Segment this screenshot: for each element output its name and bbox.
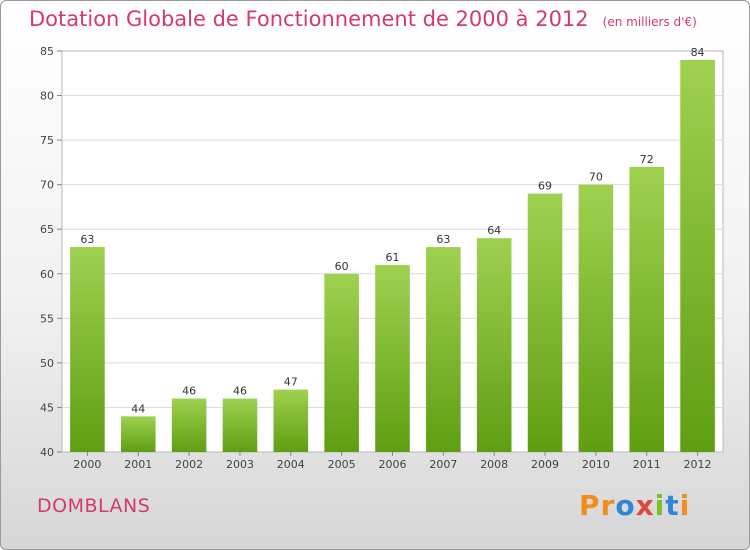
- bar-2006: [375, 264, 410, 452]
- x-tick-label-2011: 2011: [633, 458, 661, 471]
- logo-letter: P: [579, 489, 601, 522]
- bar-2005: [324, 273, 359, 452]
- logo-letter: i: [679, 489, 691, 522]
- value-label-2012: 84: [691, 46, 705, 59]
- logo-letter: t: [665, 489, 680, 522]
- y-tick-label: 80: [40, 90, 54, 103]
- proxiti-logo: Proxiti: [579, 489, 690, 522]
- bar-2009: [527, 193, 563, 453]
- bar-2008: [476, 238, 512, 452]
- x-tick-label-2008: 2008: [480, 458, 508, 471]
- x-tick-label-2003: 2003: [226, 458, 254, 471]
- x-tick-label-2002: 2002: [175, 458, 203, 471]
- bar-2004: [273, 389, 309, 452]
- x-tick-label-2001: 2001: [124, 458, 152, 471]
- value-label-2005: 60: [335, 260, 349, 273]
- bar-2002: [171, 398, 207, 452]
- x-tick-label-2000: 2000: [73, 458, 101, 471]
- value-label-2009: 69: [538, 180, 552, 193]
- x-tick-label-2006: 2006: [379, 458, 407, 471]
- bar-2000: [70, 247, 105, 452]
- value-label-2002: 46: [182, 385, 196, 398]
- x-tick-label-2010: 2010: [582, 458, 610, 471]
- value-labels: 63 44 46 46 47 60 61 63 64 69 70 72 84: [80, 46, 704, 415]
- bar-2003: [222, 398, 258, 452]
- logo-letter: o: [615, 489, 636, 522]
- x-tick-label-2005: 2005: [328, 458, 356, 471]
- chart-title-text: Dotation Globale de Fonctionnement de 20…: [29, 7, 589, 31]
- bar-2010: [578, 184, 614, 452]
- bar-2001: [120, 416, 156, 452]
- y-tick-label: 45: [40, 401, 54, 414]
- y-tick-label: 40: [40, 446, 54, 459]
- bar-2007: [426, 247, 461, 452]
- value-label-2011: 72: [640, 153, 654, 166]
- bar-2011: [629, 166, 665, 452]
- value-label-2000: 63: [80, 233, 94, 246]
- value-label-2001: 44: [131, 402, 145, 415]
- y-tick-label: 70: [40, 179, 54, 192]
- value-label-2004: 47: [284, 376, 298, 389]
- value-label-2010: 70: [589, 171, 603, 184]
- logo-letter: r: [600, 489, 616, 522]
- y-axis-ticks: 40 45 50 55 60 65 70 75 80 85: [40, 45, 62, 459]
- commune-name: DOMBLANS: [37, 495, 151, 517]
- y-tick-label: 50: [40, 357, 54, 370]
- y-tick-label: 65: [40, 223, 54, 236]
- x-tick-label-2012: 2012: [684, 458, 712, 471]
- bar-2012: [680, 59, 715, 453]
- y-tick-label: 60: [40, 268, 54, 281]
- x-tick-label-2009: 2009: [531, 458, 559, 471]
- x-axis-ticks: 2000 2001 2002 2003 2004 2005 2006 2007 2008 2009…: [73, 452, 712, 471]
- x-tick-label-2007: 2007: [429, 458, 457, 471]
- value-label-2003: 46: [233, 385, 247, 398]
- y-tick-label: 55: [40, 312, 54, 325]
- x-tick-label-2004: 2004: [277, 458, 305, 471]
- value-label-2006: 61: [386, 251, 400, 264]
- value-label-2008: 64: [487, 224, 501, 237]
- bars-group: [70, 59, 715, 453]
- y-tick-label: 75: [40, 134, 54, 147]
- logo-letter: i: [654, 489, 666, 522]
- chart-title: Dotation Globale de Fonctionnement de 20…: [29, 7, 697, 31]
- logo-letter: x: [635, 489, 655, 522]
- value-label-2007: 63: [436, 233, 450, 246]
- chart-subtitle: (en milliers d'€): [602, 15, 697, 29]
- y-tick-label: 85: [40, 45, 54, 58]
